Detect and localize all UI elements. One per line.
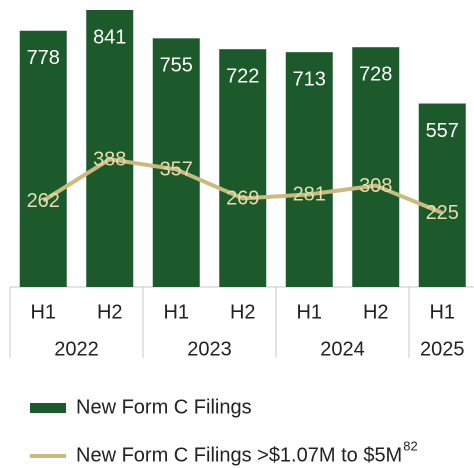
bar [352, 47, 400, 288]
legend-footnote: 82 [403, 438, 417, 453]
legend-label: New Form C Filings [76, 396, 252, 418]
line-value-label: 308 [359, 175, 392, 197]
bar [418, 103, 466, 288]
legend-label: New Form C Filings >$1.07M to $5M [76, 444, 402, 466]
x-tick-label: H1 [296, 301, 322, 323]
bar-value-label: 841 [93, 26, 126, 48]
x-tick-label: H1 [163, 301, 189, 323]
bar [219, 49, 267, 287]
x-tick-label: H1 [429, 301, 455, 323]
line [42, 157, 444, 215]
bar-value-label: 557 [426, 120, 459, 142]
x-tick-label: H2 [97, 301, 123, 323]
bar [152, 38, 200, 287]
bar [86, 10, 134, 287]
line-value-label: 269 [226, 188, 259, 210]
x-group-label: 2024 [320, 338, 365, 360]
x-tick-label: H1 [30, 301, 56, 323]
bar-value-label: 713 [293, 68, 326, 90]
bar-value-label: 722 [226, 65, 259, 87]
x-group-label: 2025 [420, 338, 465, 360]
line-value-label: 281 [293, 184, 326, 206]
line-value-label: 225 [426, 202, 459, 224]
bar [19, 30, 67, 287]
line-value-label: 262 [27, 190, 60, 212]
bar-value-label: 755 [160, 55, 193, 77]
bar-value-label: 728 [359, 64, 392, 86]
line-value-label: 357 [160, 159, 193, 181]
x-tick-label: H2 [230, 301, 256, 323]
x-group-label: 2022 [54, 338, 99, 360]
legend-swatch [30, 403, 66, 413]
line-value-label: 388 [93, 148, 126, 170]
bar-value-label: 778 [27, 47, 60, 69]
x-group-label: 2023 [187, 338, 232, 360]
bar [285, 52, 333, 287]
x-tick-label: H2 [363, 301, 389, 323]
